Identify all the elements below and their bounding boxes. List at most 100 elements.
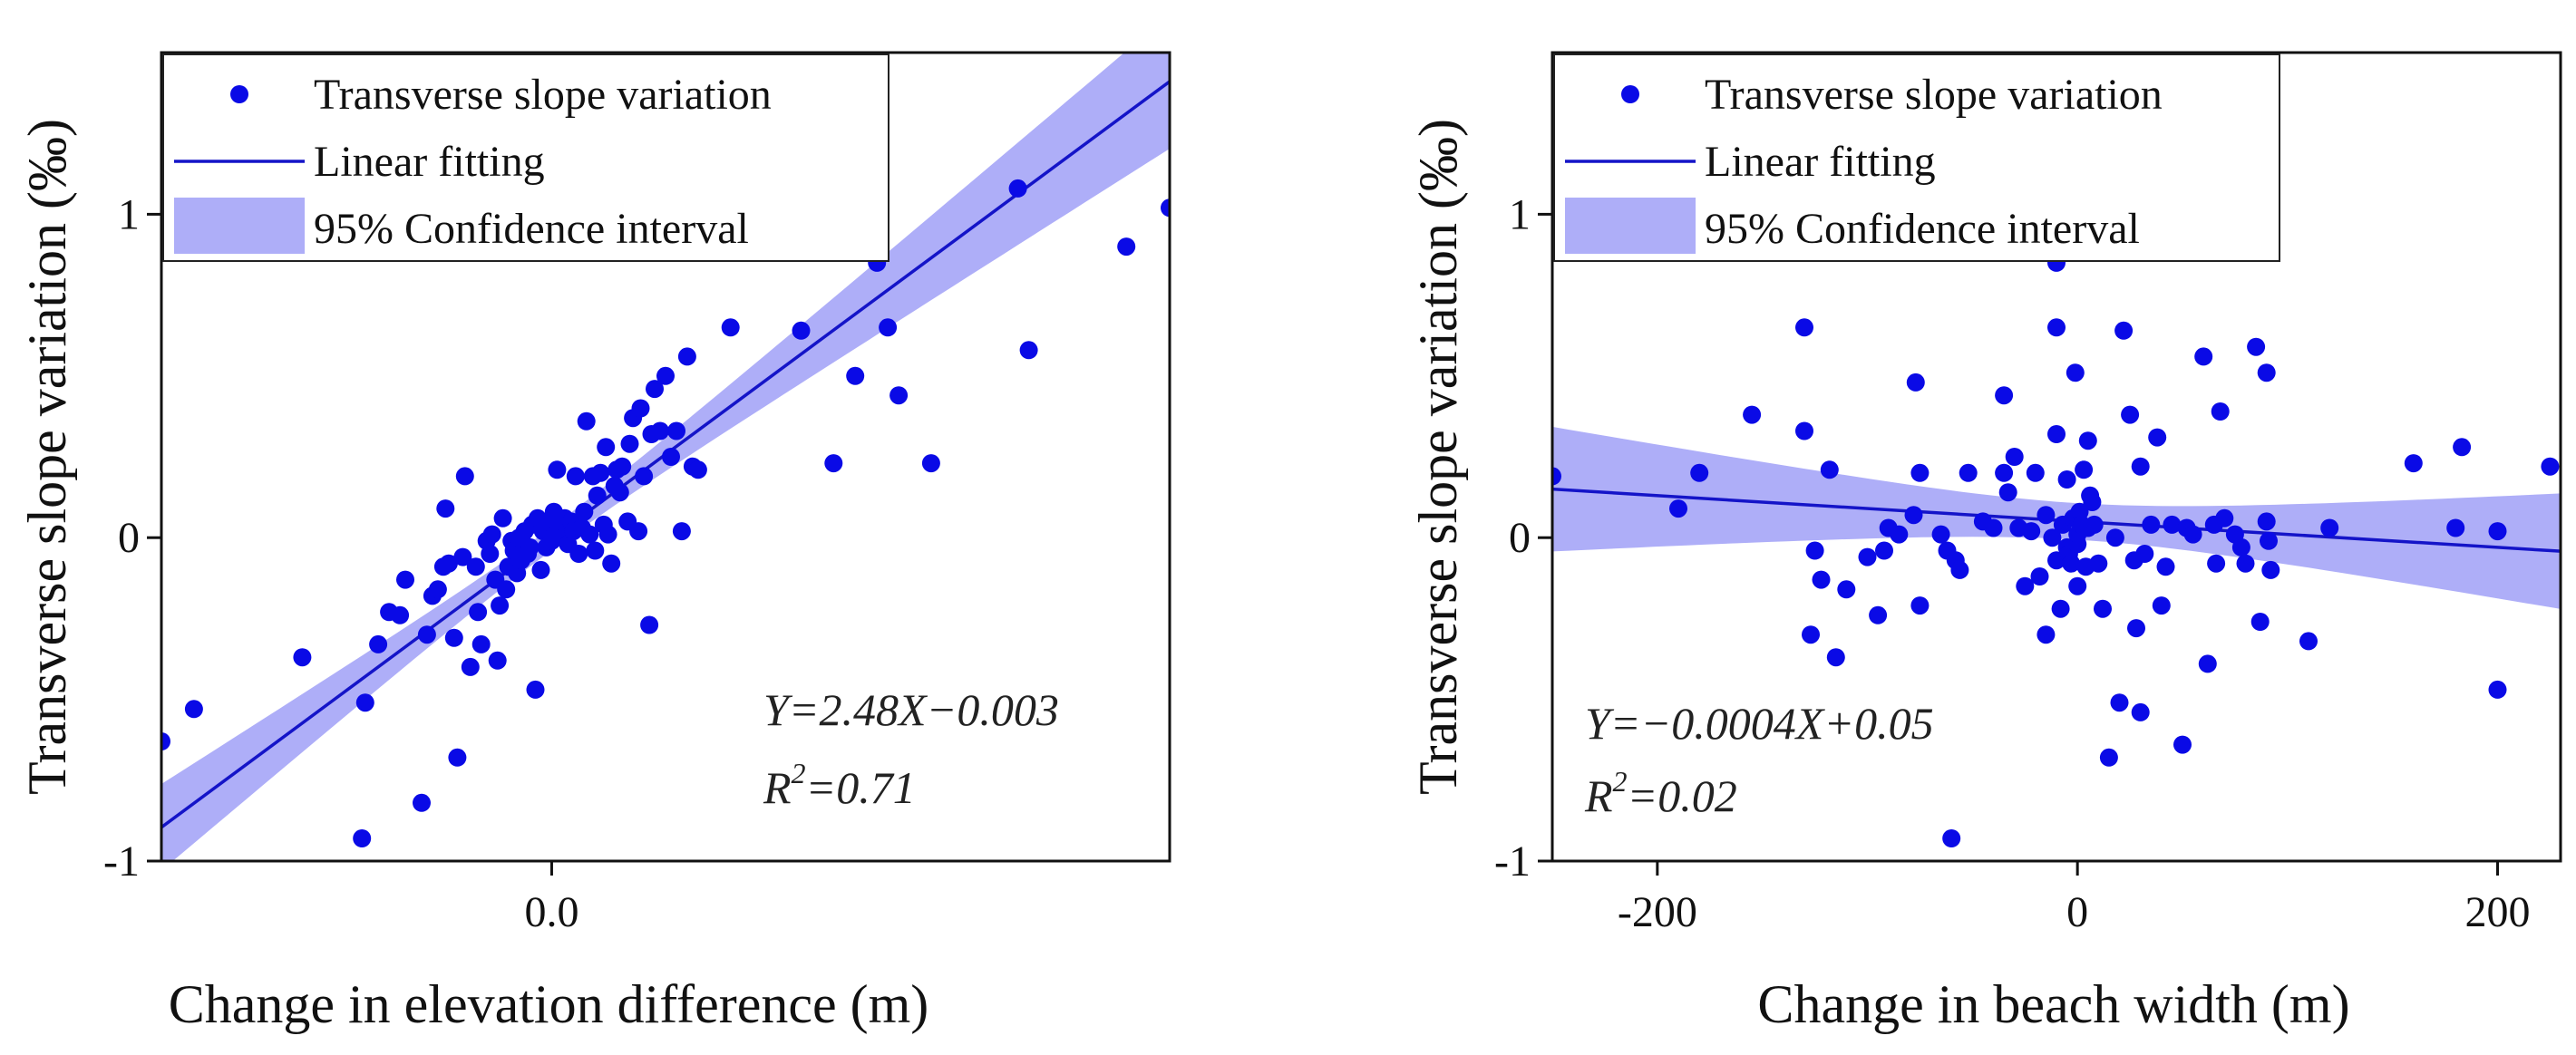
data-point	[481, 545, 500, 563]
data-point	[1910, 596, 1930, 615]
regression-equation: Y=−0.0004X+0.05	[1585, 698, 1934, 749]
data-point	[2083, 493, 2102, 511]
data-point	[2163, 515, 2182, 534]
data-point	[1950, 560, 1969, 579]
data-point	[355, 693, 374, 712]
data-point	[2043, 528, 2062, 547]
data-point	[2541, 457, 2560, 476]
data-point	[1826, 648, 1845, 667]
data-point	[2194, 347, 2213, 366]
data-point	[792, 321, 811, 340]
data-point	[2110, 693, 2129, 712]
data-point	[1820, 460, 1839, 479]
y-tick-label: 0	[1509, 514, 1531, 562]
data-point	[436, 499, 455, 518]
data-point	[2236, 554, 2255, 573]
data-point	[2261, 560, 2280, 579]
data-point	[482, 525, 501, 544]
data-point	[677, 347, 696, 366]
data-point	[846, 366, 865, 385]
data-point	[597, 438, 616, 457]
data-point	[591, 463, 610, 482]
data-point	[2173, 735, 2192, 754]
data-point	[1906, 373, 1925, 392]
data-point	[531, 560, 550, 579]
data-point	[1959, 463, 1978, 482]
y-tick-label: 1	[1509, 190, 1531, 238]
data-point	[1812, 570, 1831, 589]
data-point	[667, 421, 685, 440]
x-tick-label: 0.0	[524, 888, 578, 936]
data-point	[1869, 605, 1888, 624]
data-point	[444, 628, 463, 647]
data-point	[2260, 531, 2278, 550]
data-point	[2152, 596, 2171, 615]
data-point	[2066, 363, 2085, 382]
data-point	[824, 454, 843, 473]
legend: Transverse slope variation Linear fittin…	[1553, 53, 2280, 262]
data-point	[2148, 428, 2167, 447]
data-point	[2078, 431, 2097, 450]
data-point	[610, 483, 629, 502]
data-point	[566, 467, 585, 486]
chart-right: -1 0 1 -200 0 200 Change in beach width (m) T…	[1408, 51, 2562, 1034]
legend-marker	[230, 85, 248, 103]
data-point	[1161, 198, 1170, 218]
data-point	[2257, 512, 2276, 531]
data-point	[921, 454, 940, 473]
data-point	[2030, 567, 2049, 586]
data-point	[526, 680, 545, 699]
data-point	[2121, 405, 2140, 424]
data-point	[2231, 537, 2250, 557]
data-point	[2022, 522, 2041, 541]
legend-label-scatter: Transverse slope variation	[314, 71, 772, 119]
data-point	[469, 603, 488, 622]
x-axis-title: Change in beach width (m)	[1757, 974, 2349, 1034]
data-point	[688, 460, 707, 479]
data-point	[391, 605, 410, 624]
scatter-points	[1552, 253, 2560, 847]
data-point	[662, 448, 680, 466]
legend-label-ci: 95% Confidence interval	[1705, 205, 2140, 253]
data-point	[2005, 448, 2024, 466]
data-point	[439, 554, 458, 573]
y-tick-label: 0	[118, 514, 140, 562]
data-point	[466, 557, 485, 576]
data-point	[2488, 522, 2507, 541]
data-point	[471, 634, 491, 653]
data-point	[586, 541, 605, 560]
r-squared: R2=0.02	[1584, 765, 1737, 821]
data-point	[2047, 318, 2066, 337]
data-point	[2257, 363, 2276, 382]
data-point	[2404, 454, 2423, 473]
y-tick-label: 1	[118, 190, 140, 238]
legend-label-ci: 95% Confidence interval	[314, 205, 749, 253]
data-point	[369, 634, 388, 653]
data-point	[2127, 619, 2145, 638]
data-point	[548, 460, 567, 479]
legend: Transverse slope variation Linear fittin…	[162, 53, 889, 262]
data-point	[2075, 460, 2094, 479]
data-point	[497, 580, 516, 599]
data-point	[1998, 483, 2017, 502]
data-point	[2062, 554, 2081, 573]
data-point	[1858, 547, 1877, 566]
data-point	[1805, 541, 1824, 560]
data-point	[2247, 337, 2266, 356]
data-point	[620, 434, 639, 453]
data-point	[2156, 557, 2175, 576]
x-tick-label: 0	[2066, 888, 2088, 936]
data-point	[2051, 599, 2070, 618]
data-point	[1019, 341, 1038, 360]
data-point	[1008, 179, 1027, 198]
data-point	[428, 580, 447, 599]
data-point	[2211, 402, 2230, 421]
data-point	[493, 508, 512, 528]
y-axis-title: Transverse slope variation (‰)	[17, 119, 77, 795]
data-point	[672, 522, 691, 541]
data-point	[2047, 425, 2066, 443]
data-point	[2131, 702, 2150, 721]
data-point	[2446, 518, 2465, 537]
data-point	[1890, 525, 1909, 544]
data-point	[1995, 386, 2014, 405]
